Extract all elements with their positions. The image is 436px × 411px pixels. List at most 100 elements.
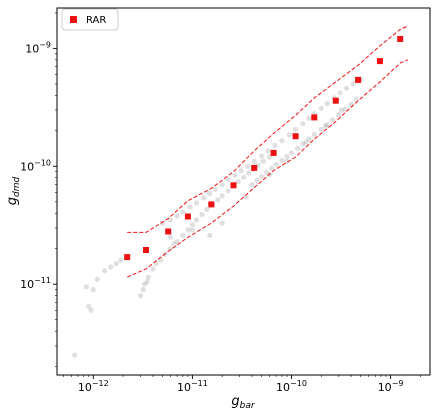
cloud-point [94,276,100,282]
rar-point [208,201,215,208]
x-axis-label-sub: bar [240,401,256,411]
cloud-point [235,179,241,185]
cloud-point [251,158,257,164]
rar-point [165,228,172,235]
cloud-point [150,266,156,272]
y-tick-label-exp: −9 [39,40,51,49]
cloud-point [201,195,207,201]
rar-point [124,254,131,261]
cloud-point [324,122,330,128]
cloud-point [322,123,328,129]
cloud-point [336,111,342,118]
cloud-point [330,117,336,123]
cloud-point [286,132,292,138]
y-tick-label-base: 10 [20,278,34,291]
legend-marker-rar [70,16,77,23]
y-axis-label-sub: dmd [12,176,22,196]
dispersion-band [127,25,409,278]
cloud-point [300,121,306,127]
cloud-point [118,257,124,263]
cloud-point [324,101,330,107]
rar-point [143,247,149,253]
cloud-point [294,145,301,151]
x-tick-label: 10−10 [276,379,307,394]
cloud-point [342,106,348,112]
rar-point [184,213,191,220]
rar-point [292,133,299,140]
y-tick-label: 10−11 [20,276,51,291]
rar-point [376,58,383,65]
cloud-point [158,257,164,263]
cloud-point [306,136,312,142]
plot-frame [56,7,431,376]
cloud-point [153,260,159,267]
cloud-point [185,227,191,233]
y-tick-label-exp: −11 [34,276,51,285]
cloud-point [284,154,290,160]
cloud-point [113,260,119,267]
cloud-point [306,115,312,121]
cloud-point [174,239,180,245]
rar-point [251,164,258,171]
scatter-cloud [72,77,364,358]
x-tick-label: 10−11 [177,379,208,394]
cloud-point [219,182,225,188]
rar-series [124,36,404,261]
cloud-point [142,281,148,287]
cloud-point [263,169,270,175]
plot-area [57,8,430,375]
rar-point [397,36,404,42]
cloud-point [303,139,309,145]
cloud-point [300,141,306,147]
y-tick-label: 10−9 [25,40,51,55]
cloud-point [259,153,265,159]
cloud-point [249,182,255,188]
legend-label-rar: RAR [86,15,106,26]
x-tick-label-base: 10 [276,381,290,394]
y-axis-label: gdmd [5,176,22,205]
cloud-point [272,142,278,149]
x-axis: 10−12 10−11 10−10 10−9 [63,375,421,394]
cloud-point [102,268,108,274]
x-tick-label-exp: −11 [191,379,208,388]
x-tick-label-base: 10 [78,381,92,394]
band-upper-line [127,25,409,233]
cloud-point [167,246,173,252]
cloud-point [288,150,295,156]
cloud-point [293,126,299,133]
x-tick-label-exp: −10 [290,379,307,388]
x-tick-label: 10−12 [78,379,109,394]
y-tick-label: 10−10 [20,158,51,173]
cloud-point [193,217,200,223]
cloud-point [284,158,290,164]
y-axis-label-main: g [5,197,20,205]
cloud-point [207,232,213,238]
rar-point [270,149,277,156]
y-tick-label-base: 10 [20,160,34,173]
cloud-point [193,200,200,206]
cloud-point [219,220,225,226]
cloud-point [187,204,193,210]
cloud-point [174,213,180,219]
cloud-point [254,177,260,183]
cloud-point [269,165,275,171]
cloud-point [199,211,205,218]
x-axis-label-main: g [231,394,239,409]
cloud-point [189,222,195,228]
cloud-point [344,85,350,91]
cloud-point [204,206,210,213]
cloud-point [311,131,317,138]
rar-point [355,76,362,83]
cloud-point [337,90,343,96]
rar-point [230,182,237,189]
x-tick-label-base: 10 [378,381,392,394]
cloud-point [225,188,231,194]
cloud-point [86,303,92,309]
cloud-point [83,284,89,290]
y-tick-label-exp: −10 [34,158,51,167]
cloud-point [215,197,221,203]
cloud-point [318,105,324,111]
cloud-point [180,209,186,215]
cloud-point [212,186,218,192]
